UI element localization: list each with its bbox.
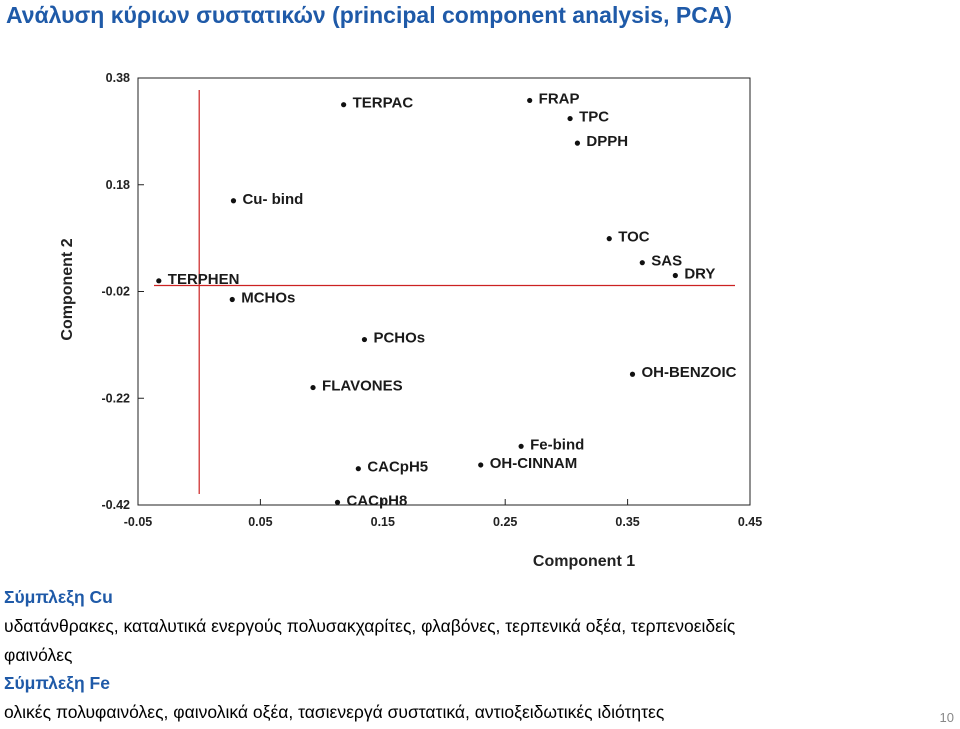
- point-label-frap: FRAP: [539, 90, 580, 107]
- point-label-cu-bind: Cu- bind: [242, 191, 303, 208]
- point-cacph8: [334, 499, 341, 505]
- point-mchos: [229, 296, 235, 303]
- slide-title: Ανάλυση κύριων συστατικών (principal com…: [6, 2, 733, 28]
- point-label-terpac: TERPAC: [353, 95, 414, 112]
- point-label-cacph8: CACpH8: [347, 492, 408, 509]
- point-label-cacph5: CACpH5: [367, 459, 428, 476]
- point-label-sas: SAS: [651, 253, 682, 270]
- page-number: 10: [939, 710, 954, 725]
- y-tick-label: -0.42: [102, 498, 131, 512]
- point-terpac: [341, 102, 347, 108]
- point-cacph5: [355, 466, 361, 472]
- point-cu-bind: [230, 198, 237, 204]
- chart-svg: 0.38 0.18 -0.02 -0.22 -0.42 -0.05 0.05 0.15 0.25…: [59, 71, 762, 570]
- point-fe-bind: [518, 443, 524, 449]
- plot-frame: [137, 77, 751, 506]
- point-label-dry: DRY: [684, 265, 715, 282]
- point-dpph: [574, 140, 581, 146]
- point-label-dpph: DPPH: [586, 133, 628, 150]
- x-tick-label: 0.45: [738, 515, 762, 529]
- point-label-mchos: MCHOs: [241, 290, 295, 307]
- cu-heading: Σύμπλεξη Cu: [4, 587, 113, 607]
- point-terphen: [156, 278, 162, 284]
- pca-scatter-chart: 0.38 0.18 -0.02 -0.22 -0.42 -0.05 0.05 0.15 0.25…: [59, 71, 762, 570]
- point-oh-cinnam: [478, 462, 484, 468]
- x-tick-label: 0.05: [248, 515, 272, 529]
- point-sas: [639, 260, 645, 266]
- cu-description-line1: υδατάνθρακες, καταλυτικά ενεργούς πολυσα…: [4, 616, 736, 636]
- x-axis-title: Component 1: [533, 553, 635, 570]
- y-tick-label: 0.18: [106, 178, 130, 192]
- point-label-pchos: PCHOs: [373, 330, 425, 347]
- point-oh-benzoic: [629, 371, 636, 377]
- point-tpc: [567, 115, 573, 122]
- x-tick-label: 0.15: [371, 515, 395, 529]
- point-label-toc: TOC: [618, 229, 650, 246]
- y-tick-label: -0.22: [102, 391, 131, 405]
- y-tick-label: 0.38: [106, 71, 130, 85]
- point-label-oh-benzoic: OH-BENZOIC: [641, 364, 736, 381]
- point-label-flavones: FLAVONES: [322, 378, 403, 395]
- point-label-tpc: TPC: [579, 109, 609, 126]
- cu-description-line2: φαινόλες: [4, 645, 73, 665]
- point-label-terphen: TERPHEN: [168, 271, 240, 288]
- x-tick-label: 0.35: [615, 515, 639, 529]
- fe-description-line1: ολικές πολυφαινόλες, φαινολικά οξέα, τασ…: [4, 702, 665, 722]
- point-label-fe-bind: Fe-bind: [530, 436, 584, 453]
- point-pchos: [361, 336, 368, 343]
- y-axis-title: Component 2: [59, 238, 76, 340]
- point-flavones: [310, 384, 316, 391]
- x-tick-label: -0.05: [124, 515, 153, 529]
- x-tick-label: 0.25: [493, 515, 517, 529]
- point-frap: [527, 97, 533, 104]
- point-toc: [606, 236, 612, 242]
- point-label-oh-cinnam: OH-CINNAM: [490, 455, 577, 472]
- point-dry: [672, 272, 678, 279]
- fe-heading: Σύμπλεξη Fe: [4, 673, 110, 693]
- y-tick-label: -0.02: [102, 285, 131, 299]
